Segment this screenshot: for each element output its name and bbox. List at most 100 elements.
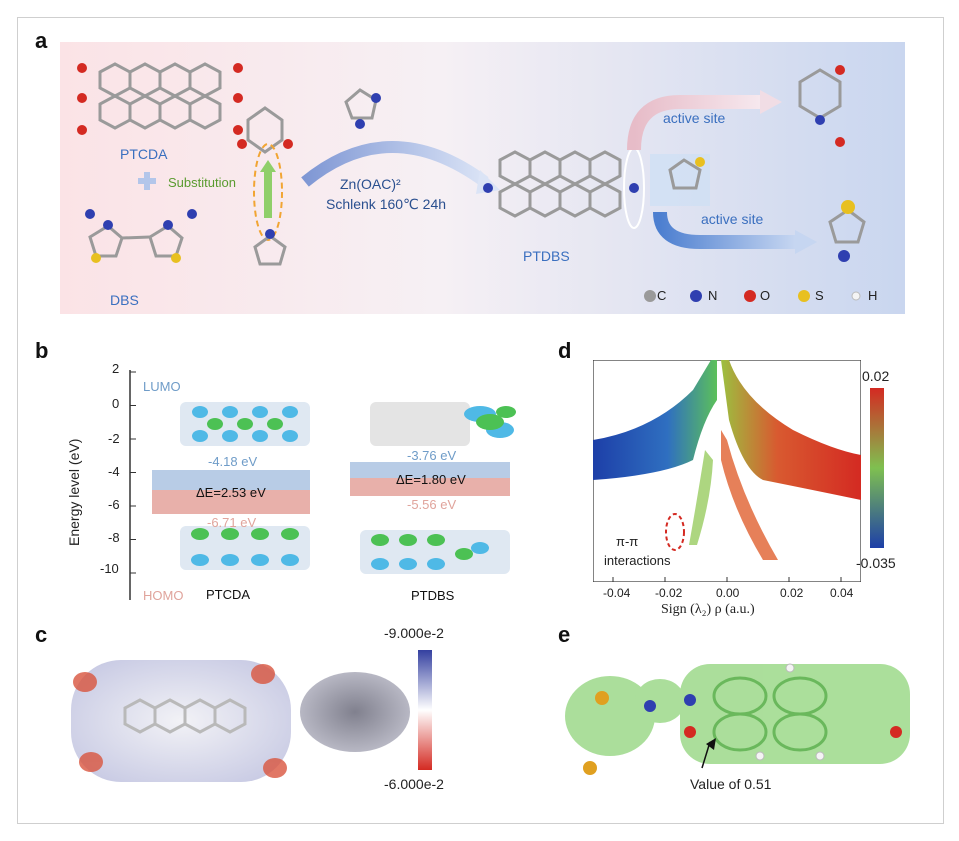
nitrogen-atom bbox=[629, 183, 639, 193]
nitrogen-atom bbox=[187, 209, 197, 219]
nitrogen-atom bbox=[355, 119, 365, 129]
plus-icon bbox=[138, 172, 156, 190]
reaction-arrow bbox=[301, 141, 489, 187]
esp-thiazole-surface bbox=[300, 672, 410, 752]
ptcda-homo-orbital bbox=[180, 526, 310, 570]
x-tick-label: -0.04 bbox=[603, 586, 631, 600]
nitrogen-atom bbox=[103, 220, 113, 230]
panel-c-letter: c bbox=[35, 622, 48, 647]
y-tick-m4: -4 bbox=[108, 464, 120, 479]
lumo-label: LUMO bbox=[143, 379, 181, 394]
y-axis-label: Energy level (eV) bbox=[66, 438, 82, 546]
reaction-condition-temperature: Schlenk 160℃ 24h bbox=[326, 196, 447, 212]
y-tick-0: 0 bbox=[112, 396, 120, 411]
oxygen-atom bbox=[835, 137, 845, 147]
ptcda-label: PTCDA bbox=[120, 146, 168, 162]
energy-diagram bbox=[129, 370, 516, 600]
nitrogen-atom bbox=[838, 250, 850, 262]
y-tick-m10: -10 bbox=[100, 561, 119, 576]
esp-scale-max: -9.000e-2 bbox=[384, 625, 444, 641]
legend-label-o: O bbox=[760, 288, 771, 303]
esp-colorbar bbox=[418, 650, 432, 770]
nitrogen-atom bbox=[85, 209, 95, 219]
figure-frame bbox=[17, 17, 944, 824]
legend-label-h: H bbox=[868, 288, 878, 303]
ptdbs-label: PTDBS bbox=[523, 248, 570, 264]
ptdbs-name: PTDBS bbox=[411, 588, 455, 603]
legend-label-s: S bbox=[815, 288, 824, 303]
oxygen-atom bbox=[283, 139, 293, 149]
panel-a-letter: a bbox=[35, 28, 48, 53]
esp-main-surface bbox=[71, 660, 291, 782]
ptdbs-gap-value: ΔE=1.80 eV bbox=[396, 472, 466, 487]
sulfur-atom bbox=[695, 157, 705, 167]
esp-negative-regions bbox=[73, 664, 287, 778]
nitrogen-atom bbox=[815, 115, 825, 125]
imide-ring bbox=[798, 68, 842, 120]
sulfur-atom bbox=[171, 253, 181, 263]
reaction-arrowhead bbox=[476, 170, 500, 194]
esp-scale-min: -6.000e-2 bbox=[384, 776, 444, 792]
reaction-condition-catalyst: Zn(OAC)² bbox=[340, 176, 401, 192]
ptcda-gap-value: ΔE=2.53 eV bbox=[196, 485, 266, 500]
scatter-tail-positive bbox=[721, 430, 778, 560]
active-site-arrow-bottom bbox=[653, 211, 795, 249]
colorbar-max-label: 0.02 bbox=[862, 368, 890, 384]
atom-legend bbox=[644, 290, 861, 302]
y-tick-m2: -2 bbox=[108, 431, 120, 446]
active-site-label-bottom: active site bbox=[701, 211, 764, 227]
active-site-arrow-top bbox=[627, 95, 760, 151]
panel-d-letter: d bbox=[558, 338, 572, 363]
ptcda-lumo-bar bbox=[152, 470, 310, 490]
colorbar-min-label: -0.035 bbox=[856, 555, 896, 571]
nitrogen-atom bbox=[265, 229, 275, 239]
iri-atoms bbox=[583, 663, 902, 775]
ptdbs-lumo-value: -3.76 eV bbox=[407, 448, 457, 463]
legend-label-n: N bbox=[708, 288, 718, 303]
dbs-label: DBS bbox=[110, 292, 139, 308]
ptcda-lumo-value: -4.18 eV bbox=[208, 454, 258, 469]
pi-pi-label-line1: π-π bbox=[616, 534, 639, 549]
nitrogen-atom bbox=[163, 220, 173, 230]
esp-molecule-skeleton bbox=[123, 698, 247, 734]
iri-annotation-label: Value of 0.51 bbox=[690, 776, 772, 792]
active-site-arrowhead-top bbox=[760, 90, 782, 114]
ptdbs-thiazole bbox=[668, 158, 702, 190]
substitution-arrow bbox=[260, 160, 276, 218]
x-tick-label: 0.02 bbox=[780, 586, 804, 600]
ptdbs-lumo-orbital bbox=[370, 402, 516, 446]
scatter-region-positive bbox=[721, 360, 861, 500]
oxygen-atom bbox=[237, 139, 247, 149]
sulfur-atom bbox=[91, 253, 101, 263]
y-tick-m6: -6 bbox=[108, 497, 120, 512]
ptcda-name: PTCDA bbox=[206, 587, 251, 602]
iri-rings bbox=[712, 676, 828, 752]
x-axis-label: Sign (λ₂) ρ (a.u.) bbox=[661, 602, 755, 617]
scatter-region-negative bbox=[593, 360, 717, 480]
x-tick-label: -0.02 bbox=[655, 586, 683, 600]
annotation-arrowhead bbox=[706, 738, 716, 750]
y-tick-m8: -8 bbox=[108, 530, 120, 545]
y-axis-ticks bbox=[130, 371, 136, 574]
legend-label-c: C bbox=[657, 288, 667, 303]
homo-label: HOMO bbox=[143, 588, 184, 603]
ptcda-molecule bbox=[98, 62, 222, 130]
active-site-label-top: active site bbox=[663, 110, 726, 126]
panel-a-scheme bbox=[60, 42, 905, 314]
nitrogen-atom bbox=[483, 183, 493, 193]
ptdbs-lumo-bar bbox=[350, 462, 510, 478]
nitrogen-atom bbox=[371, 93, 381, 103]
panel-b-letter: b bbox=[35, 338, 49, 363]
x-tick-label: 0.04 bbox=[830, 586, 854, 600]
pi-pi-highlight bbox=[665, 513, 685, 551]
panel-e-letter: e bbox=[558, 622, 571, 647]
scatter-tail-negative bbox=[689, 450, 713, 545]
annotation-arrow-line bbox=[701, 741, 711, 769]
ptcda-oxygens bbox=[77, 63, 243, 135]
iri-isosurface bbox=[565, 663, 910, 775]
esp-surface bbox=[71, 660, 410, 782]
rdg-scatter-plot bbox=[593, 360, 861, 582]
ptdbs-molecule bbox=[498, 150, 622, 218]
ptdbs-homo-value: -5.56 eV bbox=[407, 497, 457, 512]
substitution-highlight bbox=[253, 143, 283, 241]
